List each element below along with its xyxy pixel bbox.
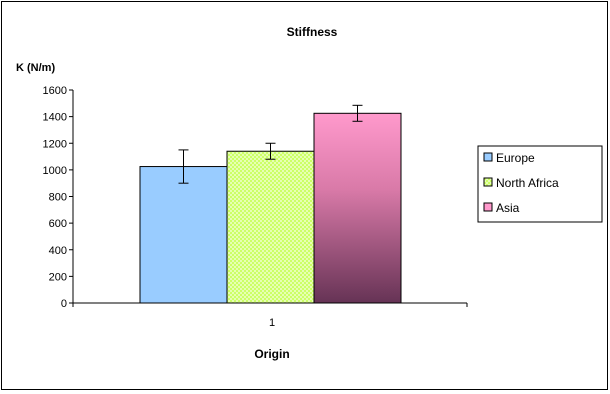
- bars: [139, 104, 402, 304]
- y-tick-label: 1200: [43, 138, 67, 150]
- x-tick-label: 1: [269, 317, 275, 329]
- y-tick-label: 1600: [43, 85, 67, 97]
- legend-swatch: [483, 152, 493, 162]
- y-axis: 0 200 400 600 800 1000 1200 1400 1600: [43, 85, 74, 310]
- y-tick-label: 600: [49, 218, 67, 230]
- x-axis: 1: [72, 302, 468, 329]
- legend-box: [477, 145, 603, 223]
- y-tick-label: 0: [61, 298, 67, 310]
- legend-label: Europe: [496, 151, 535, 165]
- legend-swatch: [483, 177, 493, 187]
- legend-label: Asia: [496, 201, 520, 215]
- legend: Europe North Africa Asia: [483, 151, 559, 215]
- bar-asia: [313, 112, 402, 304]
- y-tick-label: 1400: [43, 112, 67, 124]
- y-tick-label: 800: [49, 192, 67, 204]
- y-tick-label: 1000: [43, 165, 67, 177]
- y-tick-label: 400: [49, 245, 67, 257]
- x-axis-label: Origin: [254, 347, 289, 361]
- chart-title: Stiffness: [287, 25, 338, 39]
- legend-label: North Africa: [496, 176, 559, 190]
- bar-europe: [139, 166, 228, 304]
- bar-north-africa: [226, 150, 315, 304]
- legend-swatch: [483, 202, 493, 212]
- y-tick-label: 200: [49, 271, 67, 283]
- y-axis-label: K (N/m): [16, 62, 55, 74]
